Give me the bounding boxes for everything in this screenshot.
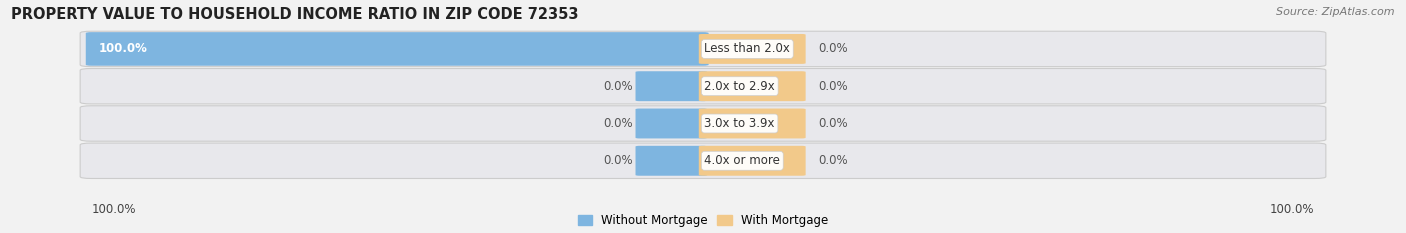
Text: 0.0%: 0.0% — [818, 42, 848, 55]
Text: Source: ZipAtlas.com: Source: ZipAtlas.com — [1277, 7, 1395, 17]
Text: PROPERTY VALUE TO HOUSEHOLD INCOME RATIO IN ZIP CODE 72353: PROPERTY VALUE TO HOUSEHOLD INCOME RATIO… — [11, 7, 579, 22]
Text: Less than 2.0x: Less than 2.0x — [704, 42, 790, 55]
Text: 0.0%: 0.0% — [818, 80, 848, 93]
FancyBboxPatch shape — [86, 32, 709, 66]
FancyBboxPatch shape — [699, 109, 806, 138]
Legend: Without Mortgage, With Mortgage: Without Mortgage, With Mortgage — [574, 209, 832, 232]
FancyBboxPatch shape — [636, 146, 707, 176]
Text: 100.0%: 100.0% — [91, 203, 136, 216]
Text: 100.0%: 100.0% — [1270, 203, 1315, 216]
Text: 100.0%: 100.0% — [98, 42, 148, 55]
FancyBboxPatch shape — [699, 71, 806, 101]
Text: 0.0%: 0.0% — [818, 154, 848, 167]
Text: 0.0%: 0.0% — [603, 154, 633, 167]
Text: 3.0x to 3.9x: 3.0x to 3.9x — [704, 117, 775, 130]
Text: 0.0%: 0.0% — [603, 117, 633, 130]
FancyBboxPatch shape — [80, 31, 1326, 67]
Text: 0.0%: 0.0% — [818, 117, 848, 130]
FancyBboxPatch shape — [636, 109, 707, 138]
FancyBboxPatch shape — [699, 34, 806, 64]
FancyBboxPatch shape — [699, 146, 806, 176]
Text: 4.0x or more: 4.0x or more — [704, 154, 780, 167]
FancyBboxPatch shape — [80, 143, 1326, 178]
FancyBboxPatch shape — [80, 106, 1326, 141]
FancyBboxPatch shape — [636, 71, 707, 101]
FancyBboxPatch shape — [80, 69, 1326, 104]
Text: 2.0x to 2.9x: 2.0x to 2.9x — [704, 80, 775, 93]
Text: 0.0%: 0.0% — [603, 80, 633, 93]
